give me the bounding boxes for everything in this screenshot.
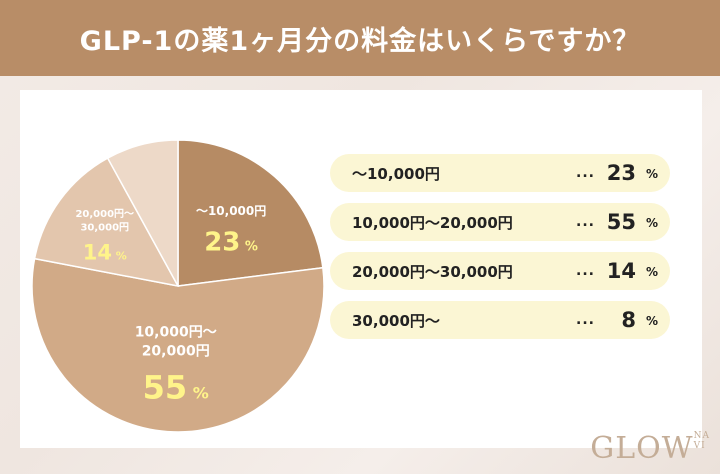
- legend-unit: %: [645, 167, 658, 181]
- pie-slice: [31, 257, 325, 433]
- legend-dots: ...: [576, 214, 595, 230]
- slice-value-unit: %: [187, 383, 209, 402]
- page-title: GLP-1の薬1ヶ月分の料金はいくらですか？: [79, 25, 641, 57]
- legend-item: 10,000円〜20,000円 ... 55 %: [330, 203, 670, 241]
- legend-value: 8: [621, 308, 636, 332]
- legend-dots: ...: [576, 312, 595, 328]
- legend-dots: ...: [576, 165, 595, 181]
- legend-value: 23: [606, 161, 636, 185]
- slice-value-unit: %: [240, 240, 258, 255]
- legend-value: 14: [606, 259, 636, 283]
- legend-label: 20,000円〜30,000円: [352, 262, 513, 281]
- pie-slice-labels: 〜10,000円 23 % 10,000円〜 20,000円 55 % 20,000円〜3…: [75, 204, 266, 406]
- legend-item: 30,000円〜 ... 8 %: [330, 301, 670, 339]
- logo-sub: NA VI: [694, 431, 710, 451]
- slice-label: 10,000円〜: [135, 325, 217, 341]
- pie-slice: [177, 139, 324, 287]
- slice-value-unit: %: [112, 250, 127, 263]
- slice-label: 30,000円: [80, 221, 129, 233]
- legend-value: 55: [606, 210, 636, 234]
- legend-label: 〜10,000円: [352, 164, 440, 183]
- pie-chart: 〜10,000円 23 % 10,000円〜 20,000円 55 % 20,000円〜3…: [31, 139, 325, 433]
- slice-value: 14 %: [83, 241, 127, 265]
- pie-slice: [33, 157, 180, 288]
- slice-label: 20,000円〜: [75, 208, 134, 220]
- logo-sub-bottom: VI: [693, 441, 706, 451]
- title-banner: GLP-1の薬1ヶ月分の料金はいくらですか？: [0, 0, 720, 76]
- brand-logo: GLOWNA VI: [590, 431, 710, 466]
- legend-unit: %: [645, 265, 658, 279]
- legend-item: 20,000円〜30,000円 ... 14 %: [330, 252, 670, 290]
- legend-unit: %: [645, 314, 658, 328]
- slice-label: 20,000円: [142, 343, 210, 359]
- slice-label: 〜10,000円: [196, 204, 266, 218]
- legend-dots: ...: [576, 263, 595, 279]
- legend-unit: %: [645, 216, 658, 230]
- logo-sub-top: NA: [693, 431, 710, 441]
- legend-label: 30,000円〜: [352, 311, 440, 330]
- legend-label: 10,000円〜20,000円: [352, 213, 513, 232]
- logo-main: GLOW: [590, 431, 694, 466]
- legend-item: 〜10,000円 ... 23 %: [330, 154, 670, 192]
- slice-value: 23 %: [204, 228, 258, 258]
- slice-value: 55 %: [143, 368, 209, 406]
- pie-slices: [31, 139, 325, 433]
- pie-slice: [106, 139, 179, 287]
